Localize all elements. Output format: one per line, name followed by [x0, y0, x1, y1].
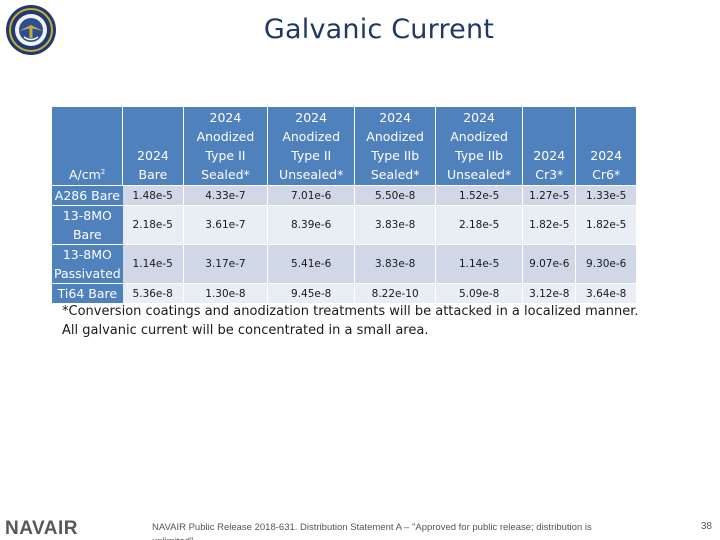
table-cell: 7.01e-6 — [267, 185, 356, 206]
row-label: 13-8MO Bare — [52, 205, 123, 245]
table-cell: 2.18e-5 — [435, 205, 524, 245]
row-label: A286 Bare — [52, 185, 123, 206]
column-header-cr6: 2024 Cr6* — [575, 107, 637, 186]
footnote: *Conversion coatings and anodization tre… — [62, 302, 702, 340]
table-cell: 1.82e-5 — [522, 205, 577, 245]
table-cell: 5.36e-8 — [122, 283, 184, 303]
table-cell: 8.39e-6 — [267, 205, 356, 245]
release-statement: NAVAIR Public Release 2018-631. Distribu… — [152, 522, 592, 540]
column-header-units: A/cm2 — [52, 107, 124, 186]
table-cell: 3.83e-8 — [354, 244, 437, 284]
footnote-line-2: All galvanic current will be concentrate… — [62, 323, 429, 338]
table-cell: 1.33e-5 — [575, 185, 637, 206]
table-cell: 1.30e-8 — [183, 283, 269, 303]
footnote-line-1: *Conversion coatings and anodization tre… — [62, 304, 639, 319]
column-header-type-ii-sealed: 2024 Anodized Type II Sealed* — [183, 107, 269, 186]
table-cell: 1.82e-5 — [575, 205, 637, 245]
navy-seal-logo — [6, 5, 56, 55]
table-row: Ti64 Bare 5.36e-8 1.30e-8 9.45e-8 8.22e-… — [52, 283, 637, 303]
column-header-type-iib-unsealed: 2024 Anodized Type IIb Unsealed* — [435, 107, 524, 186]
navair-logo: NAVAIR — [5, 518, 79, 539]
table-cell: 1.14e-5 — [435, 244, 524, 284]
table-cell: 9.30e-6 — [575, 244, 637, 284]
table-cell: 9.07e-6 — [522, 244, 577, 284]
table-cell: 3.17e-7 — [183, 244, 269, 284]
table-cell: 3.83e-8 — [354, 205, 437, 245]
row-label: Ti64 Bare — [52, 283, 123, 303]
column-header-2024-bare: 2024 Bare — [122, 107, 184, 186]
table-cell: 3.12e-8 — [522, 283, 577, 303]
table-cell: 1.27e-5 — [522, 185, 577, 206]
row-label: 13-8MO Passivated — [52, 244, 123, 284]
table-cell: 3.64e-8 — [575, 283, 637, 303]
table-row: 13-8MO Passivated 1.14e-5 3.17e-7 5.41e-6… — [52, 244, 637, 284]
table-cell: 4.33e-7 — [183, 185, 269, 206]
table-cell: 3.61e-7 — [183, 205, 269, 245]
column-header-type-ii-unsealed: 2024 Anodized Type II Unsealed* — [267, 107, 356, 186]
table-row: 13-8MO Bare 2.18e-5 3.61e-7 8.39e-6 3.83e… — [52, 205, 637, 245]
table-cell: 5.50e-8 — [354, 185, 437, 206]
table-cell: 8.22e-10 — [354, 283, 437, 303]
header-row: A/cm2 2024 Bare 2024 Anodized Type II Sealed… — [52, 107, 637, 186]
table-cell: 5.09e-8 — [435, 283, 524, 303]
table-cell: 1.52e-5 — [435, 185, 524, 206]
table-row: A286 Bare 1.48e-5 4.33e-7 7.01e-6 5.50e-… — [52, 185, 637, 206]
page-number: 38 — [700, 521, 712, 532]
table-cell: 2.18e-5 — [122, 205, 184, 245]
page-title: Galvanic Current — [263, 14, 495, 45]
table-cell: 1.48e-5 — [122, 185, 184, 206]
column-header-cr3: 2024 Cr3* — [522, 107, 577, 186]
column-header-type-iib-sealed: 2024 Anodized Type IIb Sealed* — [354, 107, 437, 186]
table-cell: 9.45e-8 — [267, 283, 356, 303]
table-cell: 1.14e-5 — [122, 244, 184, 284]
galvanic-current-table: A/cm2 2024 Bare 2024 Anodized Type II Sealed… — [52, 107, 637, 303]
table-cell: 5.41e-6 — [267, 244, 356, 284]
